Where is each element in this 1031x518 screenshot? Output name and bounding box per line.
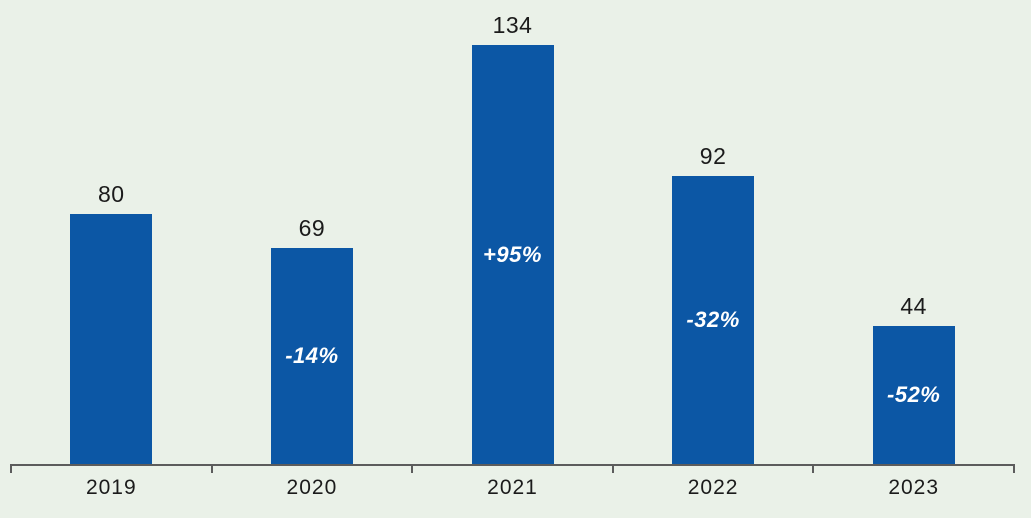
- x-axis-tick: [812, 464, 814, 473]
- x-axis-tick: [612, 464, 614, 473]
- bar-value-label: 44: [900, 293, 927, 319]
- bar-value-label: 92: [699, 143, 727, 169]
- x-axis-line: [11, 464, 1014, 466]
- bar: [471, 45, 554, 464]
- bar-pct-label: +95%: [483, 241, 542, 267]
- bar-value-label: 80: [98, 181, 125, 207]
- bar-pct-label: -14%: [285, 343, 339, 368]
- x-axis-tick: [10, 464, 12, 473]
- x-axis-tick: [1013, 464, 1015, 473]
- bar: [270, 248, 353, 464]
- x-axis-label: 2021: [487, 476, 538, 499]
- bar: [872, 326, 955, 464]
- x-axis-label: 2019: [85, 476, 137, 499]
- x-axis-label: 2023: [888, 476, 940, 499]
- bar-value-label: 134: [492, 12, 533, 38]
- bar-pct-label: -52%: [887, 382, 941, 407]
- bar-pct-label: -32%: [686, 307, 740, 332]
- bar-value-label: 69: [298, 215, 326, 241]
- x-axis-tick: [411, 464, 413, 473]
- x-axis-label: 2022: [687, 476, 739, 499]
- bar: [672, 176, 755, 464]
- bar: [70, 214, 153, 464]
- x-axis-label: 2020: [286, 476, 338, 499]
- x-axis-tick: [211, 464, 213, 473]
